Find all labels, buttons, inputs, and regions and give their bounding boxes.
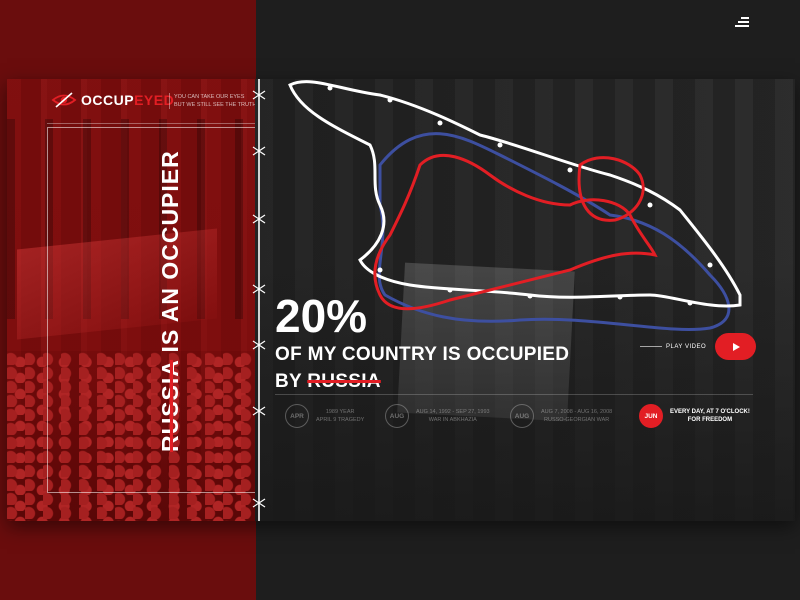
map-outline-red [373, 154, 658, 311]
hero-percent: 20% [275, 290, 368, 342]
left-frame [47, 127, 260, 493]
side-title-rest: IS AN OCCUPIER [157, 150, 183, 360]
hero-card: OCCUPEYED YOU CAN TAKE OUR EYES BUT WE S… [7, 79, 795, 521]
side-title-struck-word: RUSSIA [157, 359, 183, 452]
brand-name-accent: EYED [134, 92, 175, 108]
tagline-line2: BUT WE STILL SEE THE TRUTH [174, 102, 257, 108]
hamburger-menu-icon[interactable] [735, 17, 749, 27]
timeline-line2: FOR FREEDOM [687, 417, 733, 423]
side-title: RUSSIA IS AN OCCUPIER [157, 150, 184, 452]
timeline-item[interactable]: AUG AUG 14, 1992 - SEP 27, 1993 WAR IN AB… [385, 404, 490, 428]
timeline-line1: AUG 7, 2008 - AUG 16, 2008 [541, 409, 613, 415]
hero-line2-prefix: BY [275, 371, 308, 392]
timeline-line1: 1989 YEAR [325, 409, 355, 415]
barbed-knots [327, 85, 713, 306]
timeline-item[interactable]: APR 1989 YEAR APRIL 9 TRAGEDY [285, 404, 364, 428]
play-video-label[interactable]: PLAY VIDEO [666, 343, 707, 350]
left-photo-panel [7, 79, 255, 521]
brand-name-primary: OCCUP [81, 92, 135, 108]
brand-name: OCCUPEYED [81, 92, 174, 108]
hero-line2: BY RUSSIA [275, 370, 569, 393]
play-video: PLAY VIDEO [640, 333, 757, 360]
hero-headline: 20% OF MY COUNTRY IS OCCUPIED BY RUSSIA [275, 293, 569, 393]
header-divider [47, 123, 259, 124]
timeline-line2: WAR IN ABKHAZIA [428, 417, 477, 423]
occupied-country-map [288, 80, 742, 331]
map-outline-blue [377, 132, 731, 331]
hero-line1: OF MY COUNTRY IS OCCUPIED [275, 344, 570, 365]
brand-tagline: YOU CAN TAKE OUR EYES BUT WE STILL SEE T… [169, 93, 256, 109]
play-video-button[interactable] [715, 333, 757, 360]
hero-line2-struck: RUSSIA [307, 371, 381, 392]
right-photo-panel [255, 79, 795, 521]
timeline-month-badge: JUN [639, 404, 663, 428]
crossed-eye-icon [51, 92, 77, 108]
timeline-item-active[interactable]: JUN EVERY DAY, AT 7 O'CLOCK! FOR FREEDOM [639, 404, 750, 428]
timeline-line2: RUSSO-GEORGIAN WAR [544, 417, 610, 423]
play-icon [732, 342, 740, 351]
timeline-month-badge: AUG [510, 404, 534, 428]
timeline: APR 1989 YEAR APRIL 9 TRAGEDY AUG AUG 14,… [275, 394, 753, 430]
timeline-item[interactable]: AUG AUG 7, 2008 - AUG 16, 2008 RUSSO-GEOR… [510, 404, 612, 428]
timeline-line1: EVERY DAY, AT 7 O'CLOCK! [670, 409, 750, 415]
map-outline-white [288, 80, 742, 308]
timeline-month-badge: APR [285, 404, 309, 428]
timeline-month-badge: AUG [385, 404, 409, 428]
tagline-line1: YOU CAN TAKE OUR EYES [174, 94, 245, 100]
timeline-line2: APRIL 9 TRAGEDY [316, 417, 365, 423]
barbed-wire-divider [252, 79, 266, 521]
brand-logo[interactable]: OCCUPEYED [51, 90, 174, 110]
map-outline-red-region [577, 156, 645, 222]
timeline-line1: AUG 14, 1992 - SEP 27, 1993 [416, 409, 490, 415]
